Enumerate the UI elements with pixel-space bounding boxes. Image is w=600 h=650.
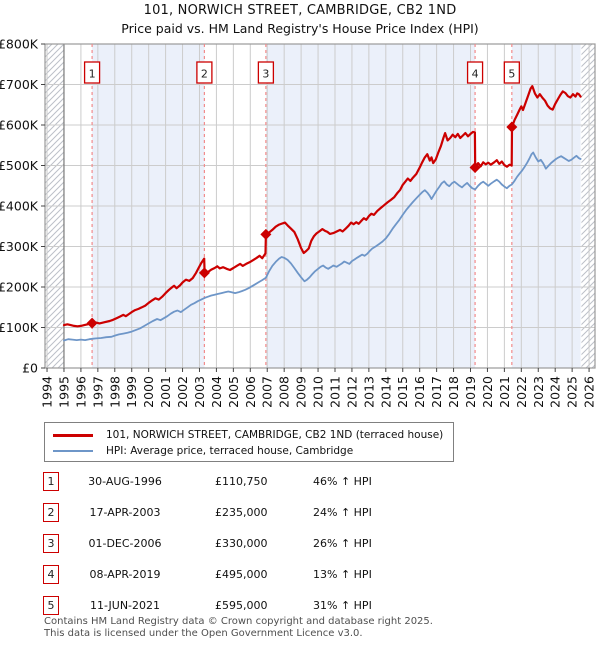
sale-number: 1 xyxy=(89,68,96,81)
sale-row-price: £495,000 xyxy=(215,568,268,581)
x-axis-tick-label: 1997 xyxy=(90,376,105,408)
x-axis-tick-label: 1999 xyxy=(124,376,139,408)
sale-row-number: 2 xyxy=(43,503,59,522)
sale-number-box xyxy=(503,61,520,84)
sale-number-box xyxy=(466,61,484,84)
x-axis-tick-label: 2018 xyxy=(446,376,461,408)
x-axis-tick-label: 2021 xyxy=(497,376,512,408)
x-axis-tick-label: 2026 xyxy=(582,376,597,408)
x-axis-tick-label: 2014 xyxy=(378,376,393,408)
legend-label-hpi: HPI: Average price, terraced house, Camb… xyxy=(106,445,354,457)
sale-row-hpi-delta: 24% ↑ HPI xyxy=(313,506,372,519)
x-axis-tick-label: 2004 xyxy=(209,376,224,408)
x-axis-tick-label: 2007 xyxy=(260,376,275,408)
x-axis-tick-label: 2006 xyxy=(243,376,258,408)
footer-line-2: This data is licensed under the Open Gov… xyxy=(44,628,363,639)
page-subtitle: Price paid vs. HM Land Registry's House … xyxy=(121,21,479,36)
x-axis-tick-label: 2019 xyxy=(463,376,478,408)
x-axis-tick-label: 2024 xyxy=(548,376,563,408)
legend-row-price-paid: 101, NORWICH STREET, CAMBRIDGE, CB2 1ND … xyxy=(53,427,453,443)
x-axis-tick-label: 1996 xyxy=(73,376,88,408)
sale-row-date: 30-AUG-1996 xyxy=(88,475,162,488)
sale-row-number: 3 xyxy=(43,534,59,553)
legend-line-price-paid-icon xyxy=(53,433,93,437)
sale-table-row: 1 30-AUG-1996 £110,750 46% ↑ HPI xyxy=(43,472,563,503)
sales-table: 1 30-AUG-1996 £110,750 46% ↑ HPI 2 17-APR-200… xyxy=(43,472,563,627)
x-axis-tick-label: 2002 xyxy=(175,376,190,408)
x-axis-tick-label: 2017 xyxy=(429,376,444,408)
x-axis-tick-label: 2012 xyxy=(344,376,359,408)
sale-table-row: 5 11-JUN-2021 £595,000 31% ↑ HPI xyxy=(43,596,563,627)
sale-row-date: 17-APR-2003 xyxy=(89,506,161,519)
sale-row-price: £595,000 xyxy=(215,599,268,612)
sale-marker xyxy=(198,267,210,279)
x-axis-tick-label: 2023 xyxy=(531,376,546,408)
legend-row-hpi: HPI: Average price, terraced house, Camb… xyxy=(53,443,453,459)
x-axis-tick-label: 1995 xyxy=(56,376,71,408)
x-axis-tick-label: 2008 xyxy=(277,376,292,408)
sale-marker xyxy=(260,228,272,240)
x-axis-tick-label: 2000 xyxy=(141,376,156,408)
x-axis-tick-label: 2010 xyxy=(311,376,326,408)
sale-row-date: 08-APR-2019 xyxy=(89,568,161,581)
sale-row-hpi-delta: 26% ↑ HPI xyxy=(313,537,372,550)
y-axis-tick-label: £600K xyxy=(0,118,39,133)
x-axis-tick-label: 2025 xyxy=(565,376,580,408)
sale-marker xyxy=(469,162,481,174)
x-axis-tick-label: 2005 xyxy=(226,376,241,408)
y-axis-tick-label: £0 xyxy=(22,361,38,376)
y-axis-tick-label: £100K xyxy=(0,320,39,335)
sale-marker xyxy=(506,121,518,133)
footer-line-1: Contains HM Land Registry data © Crown c… xyxy=(44,616,433,627)
sale-row-date: 01-DEC-2006 xyxy=(88,537,162,550)
sale-row-price: £235,000 xyxy=(215,506,268,519)
chart-legend: 101, NORWICH STREET, CAMBRIDGE, CB2 1ND … xyxy=(44,422,454,462)
x-axis-tick-label: 2013 xyxy=(361,376,376,408)
x-axis-tick-label: 1994 xyxy=(40,376,55,408)
sale-row-number: 4 xyxy=(43,565,59,584)
price-paid-line xyxy=(62,84,582,328)
sale-row-hpi-delta: 31% ↑ HPI xyxy=(313,599,372,612)
sale-row-number: 1 xyxy=(43,472,59,491)
x-axis-tick-label: 1998 xyxy=(107,376,122,408)
x-axis-tick-label: 2003 xyxy=(192,376,207,408)
x-axis-tick-label: 2009 xyxy=(294,376,309,408)
sale-row-price: £110,750 xyxy=(215,475,268,488)
y-axis-tick-label: £300K xyxy=(0,239,39,254)
sale-number-box xyxy=(196,61,213,84)
sale-number-box xyxy=(83,61,101,84)
x-axis-tick-label: 2022 xyxy=(514,376,529,408)
x-axis-tick-label: 2020 xyxy=(480,376,495,408)
sale-row-hpi-delta: 13% ↑ HPI xyxy=(313,568,372,581)
legend-line-hpi-icon xyxy=(53,449,93,453)
license-footer: Contains HM Land Registry data © Crown c… xyxy=(44,616,433,640)
legend-label-price-paid: 101, NORWICH STREET, CAMBRIDGE, CB2 1ND … xyxy=(106,429,444,441)
sale-number: 5 xyxy=(508,68,515,81)
hpi-line xyxy=(63,151,582,342)
y-axis-tick-label: £200K xyxy=(0,280,39,295)
y-axis-tick-label: £500K xyxy=(0,158,39,173)
sale-row-date: 11-JUN-2021 xyxy=(89,599,161,612)
x-axis-tick-label: 2015 xyxy=(395,376,410,408)
sale-number: 2 xyxy=(201,68,208,81)
y-axis-tick-label: £400K xyxy=(0,199,39,214)
y-axis-tick-label: £800K xyxy=(0,37,39,52)
sale-table-row: 4 08-APR-2019 £495,000 13% ↑ HPI xyxy=(43,565,563,596)
y-axis-tick-label: £700K xyxy=(0,77,39,92)
x-axis-tick-label: 2001 xyxy=(158,376,173,408)
x-axis-tick-label: 2016 xyxy=(412,376,427,408)
sale-row-number: 5 xyxy=(43,596,59,615)
sale-marker xyxy=(86,317,98,329)
sale-number: 4 xyxy=(472,68,479,81)
sale-number-box xyxy=(257,61,275,84)
sale-table-row: 3 01-DEC-2006 £330,000 26% ↑ HPI xyxy=(43,534,563,565)
sale-row-price: £330,000 xyxy=(215,537,268,550)
sale-number: 3 xyxy=(262,68,269,81)
sale-row-hpi-delta: 46% ↑ HPI xyxy=(313,475,372,488)
sale-table-row: 2 17-APR-2003 £235,000 24% ↑ HPI xyxy=(43,503,563,534)
x-axis-tick-label: 2011 xyxy=(327,376,342,408)
page-title: 101, NORWICH STREET, CAMBRIDGE, CB2 1ND xyxy=(143,3,457,18)
price-chart: 1 2 3 4 5 £0 £100K £200K £300K £400K £500K £600K £70… xyxy=(0,37,597,408)
